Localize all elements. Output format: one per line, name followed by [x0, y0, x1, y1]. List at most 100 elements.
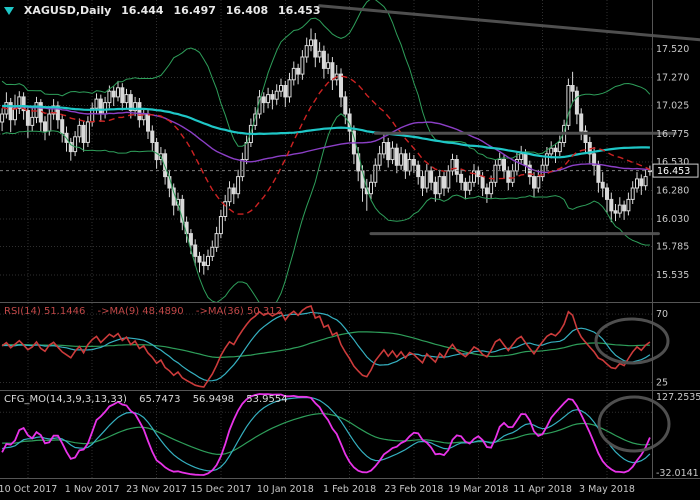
candle-body: [240, 159, 245, 178]
candle-body: [146, 113, 150, 132]
candle-body: [154, 142, 159, 161]
candle-body: [47, 113, 52, 132]
candle-body: [274, 90, 279, 100]
candle-body: [592, 153, 597, 166]
rsi-highlight-ellipse[interactable]: [594, 317, 670, 365]
candle-body: [459, 173, 464, 183]
candle-body: [313, 39, 318, 58]
candle-body: [502, 159, 506, 172]
cfg-scale-max-label: 127.2535: [656, 392, 700, 403]
candle-body: [386, 142, 391, 161]
candle-body: [279, 85, 283, 92]
candle-body: [433, 181, 438, 195]
bollinger-lower-line: [1, 113, 650, 302]
descending-resistance-trendline[interactable]: [318, 4, 700, 42]
candle-body: [98, 98, 103, 115]
date-label: 10 Jan 2018: [257, 484, 314, 495]
candle-body: [549, 147, 554, 155]
candle-body: [544, 153, 549, 166]
rsi-level-label: 25: [656, 378, 668, 389]
candle-body: [210, 246, 215, 257]
candle-body: [416, 164, 421, 178]
rsi-line: [1, 304, 651, 388]
candle-body: [8, 102, 13, 121]
candle-body: [283, 85, 288, 98]
candle-body: [77, 124, 82, 138]
candle-body: [454, 159, 459, 175]
candle-body: [30, 116, 35, 126]
candle-body: [536, 176, 541, 189]
candle-body: [270, 94, 275, 100]
panel-separators: [0, 0, 700, 479]
cfg-mo-panel[interactable]: [0, 393, 652, 476]
candle-body: [68, 142, 73, 153]
candle-body: [446, 170, 451, 189]
candle-body: [566, 85, 571, 126]
candle-body: [236, 176, 241, 195]
time-axis[interactable]: 10 Oct 2017 1 Nov 2017 23 Nov 2017 15 Dec 2…: [0, 484, 635, 495]
candle-body: [553, 147, 558, 153]
cfg-main-line: [1, 393, 651, 476]
price-scale-label: 16.775: [656, 129, 689, 140]
candle-body: [206, 255, 210, 266]
candle-body: [0, 113, 5, 123]
candle-body: [639, 178, 644, 187]
date-label: 19 Mar 2018: [448, 484, 508, 495]
candle-body: [484, 187, 489, 195]
candle-body: [596, 164, 601, 183]
rsi-panel[interactable]: [0, 304, 652, 388]
rsi-ma36-line: [2, 331, 650, 358]
candle-body: [21, 96, 26, 112]
candle-body: [399, 153, 404, 166]
candle-body: [107, 90, 112, 104]
ma-mid-purple-line: [2, 105, 650, 173]
candle-body: [43, 121, 47, 132]
candle-body: [570, 85, 575, 92]
candle-body: [407, 159, 412, 172]
candle-body: [574, 90, 579, 115]
candle-body: [373, 164, 378, 183]
date-label: 11 Apr 2018: [513, 484, 572, 495]
price-scale-label: 17.025: [656, 100, 689, 111]
price-scale[interactable]: 17.520 17.270 17.025 16.775 16.530 16.280 16.0…: [652, 44, 700, 479]
candle-body: [424, 170, 429, 189]
candle-body: [163, 153, 168, 178]
candle-body: [34, 102, 39, 118]
candle-body: [85, 121, 90, 143]
candle-body: [330, 62, 335, 81]
candle-body: [523, 153, 528, 166]
cfg-highlight-ellipse[interactable]: [597, 395, 671, 453]
candle-body: [600, 181, 605, 189]
candle-body: [583, 130, 588, 144]
candle-body: [321, 50, 326, 69]
price-scale-label: 15.785: [656, 242, 689, 253]
candle-body: [643, 176, 648, 187]
date-label: 3 May 2018: [579, 484, 635, 495]
date-label: 23 Nov 2017: [126, 484, 187, 495]
cfg-signal-line: [1, 396, 651, 472]
candle-body: [381, 142, 386, 155]
candle-body: [377, 153, 382, 166]
current-price-badge-text: 16.453: [657, 166, 690, 177]
candle-body: [201, 261, 206, 267]
price-scale-label: 17.520: [656, 44, 689, 55]
candle-body: [347, 113, 352, 132]
candle-body: [489, 181, 494, 195]
candle-body: [60, 119, 65, 134]
main-chart-panel[interactable]: [0, 0, 652, 309]
candle-body: [339, 73, 343, 98]
candle-body: [605, 187, 609, 200]
candle-body: [218, 216, 223, 235]
current-price-badge: [652, 163, 699, 178]
candle-body: [223, 201, 228, 217]
candle-body: [124, 94, 129, 104]
candle-body: [120, 87, 125, 104]
candle-body: [617, 204, 622, 214]
candle-body: [51, 105, 56, 115]
candle-body: [609, 198, 614, 212]
candle-body: [111, 90, 116, 98]
candle-body: [480, 176, 485, 189]
candle-body: [188, 233, 193, 246]
